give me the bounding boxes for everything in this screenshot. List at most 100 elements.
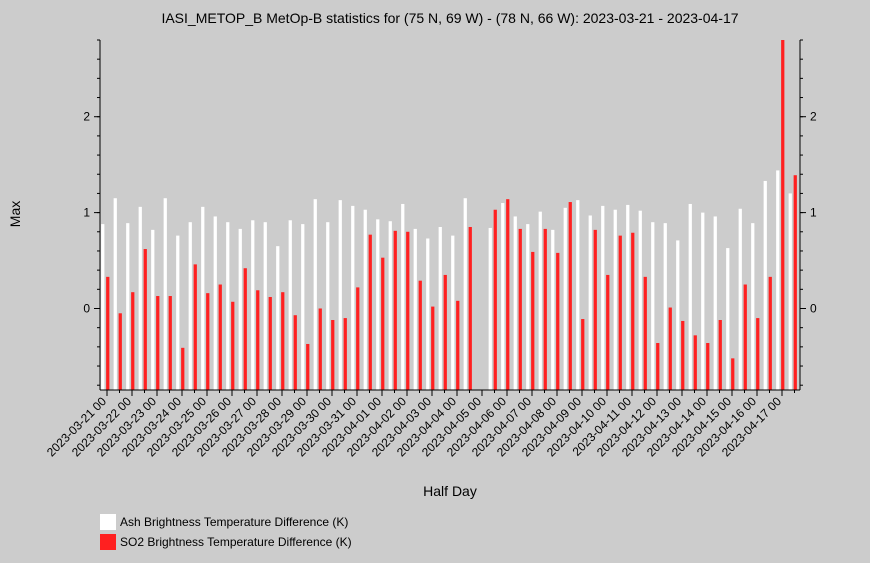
- legend: Ash Brightness Temperature Difference (K…: [100, 512, 352, 552]
- so2-bar-32: [506, 199, 510, 390]
- ash-bar-18: [326, 222, 330, 390]
- so2-bar-39: [593, 229, 597, 390]
- so2-bar-14: [281, 292, 285, 390]
- ash-bar-12: [251, 220, 255, 390]
- ash-bar-29: [463, 198, 467, 390]
- ash-bar-5: [163, 198, 167, 390]
- so2-bar-50: [731, 358, 735, 390]
- ash-bar-42: [626, 204, 630, 390]
- ash-bar-39: [588, 215, 592, 390]
- ash-bar-15: [288, 220, 292, 390]
- chart-title: IASI_METOP_B MetOp-B statistics for (75 …: [161, 10, 738, 26]
- so2-bar-35: [543, 228, 547, 390]
- so2-bar-44: [656, 343, 660, 390]
- ash-bar-27: [438, 226, 442, 390]
- so2-bar-28: [456, 300, 460, 390]
- y-tick-label-left: 0: [83, 301, 90, 315]
- ash-bar-50: [726, 248, 730, 390]
- so2-bar-20: [356, 287, 360, 390]
- ash-bar-19: [338, 200, 342, 390]
- so2-bar-41: [618, 235, 622, 390]
- ash-bar-43: [638, 210, 642, 390]
- ash-bar-10: [226, 222, 230, 390]
- y-axis-label: Max: [7, 201, 23, 227]
- so2-bar-46: [681, 320, 685, 390]
- legend-label-so2: SO2 Brightness Temperature Difference (K…: [120, 535, 352, 549]
- legend-item-so2: SO2 Brightness Temperature Difference (K…: [100, 532, 352, 552]
- legend-item-ash: Ash Brightness Temperature Difference (K…: [100, 512, 352, 532]
- so2-bar-8: [206, 293, 210, 390]
- ash-bar-38: [576, 200, 580, 390]
- ash-bar-31: [488, 227, 492, 390]
- ash-bar-25: [413, 228, 417, 390]
- so2-bar-11: [243, 268, 247, 390]
- so2-bar-21: [368, 234, 372, 390]
- y-tick-label-right: 2: [810, 110, 817, 124]
- ash-bar-37: [563, 207, 567, 390]
- so2-bar-22: [381, 257, 385, 390]
- ash-bar-45: [663, 223, 667, 390]
- ash-bar-33: [513, 216, 517, 390]
- so2-bar-52: [756, 318, 760, 390]
- so2-bar-17: [318, 308, 322, 390]
- ash-bar-46: [676, 240, 680, 390]
- ash-bar-53: [763, 180, 767, 390]
- x-axis-label: Half Day: [423, 483, 477, 499]
- y-tick-label-right: 0: [810, 301, 817, 315]
- ash-bar-26: [426, 238, 430, 390]
- ash-bar-13: [263, 222, 267, 390]
- ash-bar-28: [451, 235, 455, 390]
- ash-bar-34: [526, 224, 530, 390]
- ash-bar-6: [176, 235, 180, 390]
- so2-bar-51: [743, 284, 747, 390]
- so2-bar-9: [218, 284, 222, 390]
- ash-bar-52: [751, 223, 755, 390]
- so2-bar-18: [331, 320, 335, 390]
- so2-bar-45: [668, 307, 672, 390]
- so2-bar-33: [518, 228, 522, 390]
- bars-group: [101, 40, 797, 390]
- ash-bar-3: [138, 206, 142, 390]
- so2-bar-47: [693, 335, 697, 390]
- ash-bar-36: [551, 229, 555, 390]
- so2-bar-26: [431, 306, 435, 390]
- so2-bar-37: [568, 202, 572, 390]
- ash-bar-40: [601, 205, 605, 390]
- ash-bar-21: [363, 209, 367, 390]
- legend-swatch-so2: [100, 534, 116, 550]
- axes-group: 0 0 1 1 2 2: [83, 39, 817, 391]
- so2-bar-34: [531, 251, 535, 390]
- y-tick-label-left: 1: [83, 206, 90, 220]
- ash-bar-35: [538, 211, 542, 390]
- ash-bar-55: [788, 193, 792, 390]
- ash-bar-48: [701, 212, 705, 390]
- so2-bar-36: [556, 252, 560, 390]
- so2-bar-55: [793, 175, 797, 390]
- legend-label-ash: Ash Brightness Temperature Difference (K…: [120, 515, 349, 529]
- so2-bar-3: [143, 249, 147, 390]
- so2-bar-49: [718, 320, 722, 390]
- ash-bar-17: [313, 199, 317, 390]
- ash-bar-0: [101, 224, 105, 390]
- so2-bar-23: [393, 230, 397, 390]
- so2-bar-40: [606, 274, 610, 390]
- so2-bar-16: [306, 343, 310, 390]
- so2-bar-31: [493, 209, 497, 390]
- ash-bar-41: [613, 209, 617, 390]
- ash-bar-32: [501, 203, 505, 390]
- ash-bar-14: [276, 246, 280, 390]
- ash-bar-22: [376, 219, 380, 390]
- y-tick-label-left: 2: [83, 110, 90, 124]
- ash-bar-7: [188, 222, 192, 390]
- so2-bar-6: [181, 347, 185, 390]
- ash-bar-44: [651, 222, 655, 390]
- y-tick-label-right: 1: [810, 206, 817, 220]
- ash-bar-9: [213, 216, 217, 390]
- so2-bar-48: [706, 343, 710, 390]
- ash-bar-47: [688, 203, 692, 390]
- ash-bar-11: [238, 228, 242, 390]
- so2-bar-53: [768, 276, 772, 390]
- ash-bar-20: [351, 205, 355, 390]
